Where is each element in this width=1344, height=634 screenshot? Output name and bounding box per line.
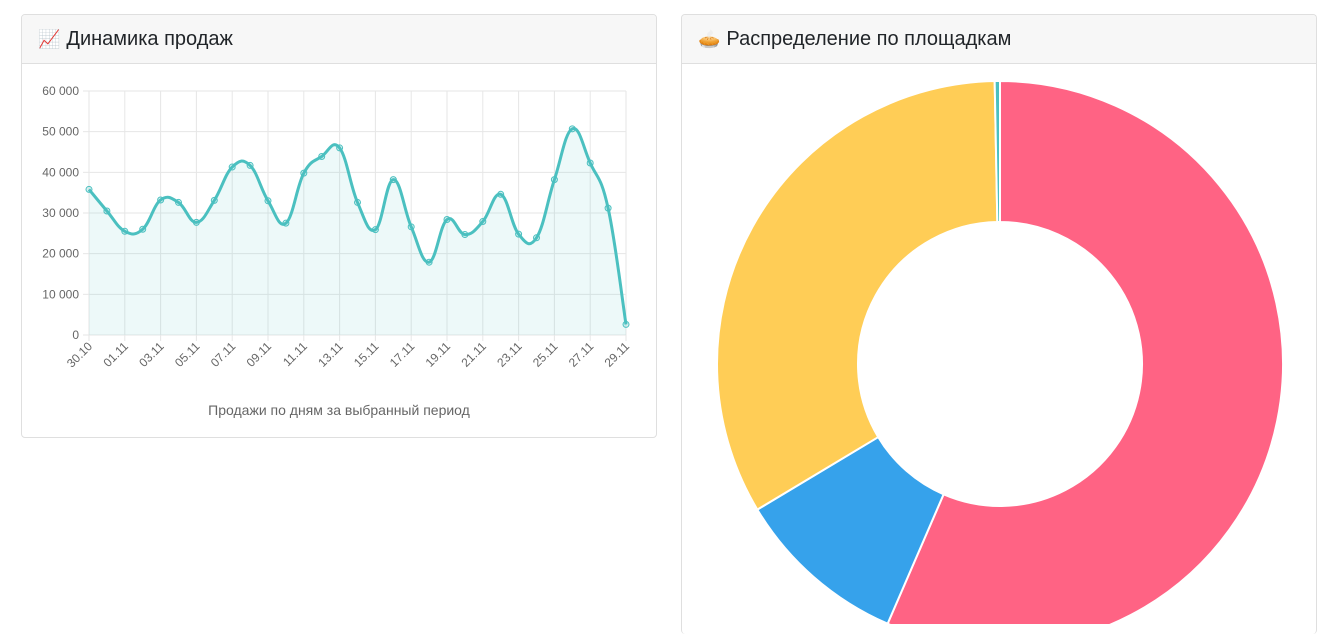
sales-data-point[interactable] [407, 223, 415, 231]
platforms-card-title: Распределение по площадкам [726, 27, 1012, 50]
x-tick-label: 01.11 [100, 339, 131, 370]
sales-data-point[interactable] [479, 218, 487, 226]
sales-line-chart[interactable]: 0 10 000 20 000 30 000 40 000 50 000 60 000 30.… [22, 64, 656, 394]
sales-data-point[interactable] [103, 207, 111, 215]
x-tick-label: 27.11 [566, 339, 597, 370]
x-tick-label: 15.11 [351, 339, 382, 370]
sales-card-title: Динамика продаж [66, 27, 233, 50]
y-tick-label: 50 000 [42, 125, 79, 139]
x-tick-label: 25.11 [530, 339, 561, 370]
y-tick-label: 10 000 [42, 287, 79, 301]
sales-data-point[interactable] [157, 196, 165, 204]
sales-data-point[interactable] [371, 226, 379, 234]
sales-data-point[interactable] [550, 176, 558, 184]
sales-data-point[interactable] [210, 196, 218, 204]
sales-data-point[interactable] [336, 144, 344, 152]
sales-data-point[interactable] [121, 227, 129, 235]
x-tick-label: 11.11 [280, 339, 310, 369]
x-tick-label: 29.11 [602, 339, 633, 370]
sales-data-point[interactable] [192, 218, 200, 226]
y-tick-label: 40 000 [42, 165, 79, 179]
sales-data-point[interactable] [622, 320, 630, 328]
sales-data-point[interactable] [533, 234, 540, 242]
sales-data-point[interactable] [318, 152, 326, 160]
sales-area-fill [89, 128, 626, 335]
chart-increasing-icon: 📈 [38, 28, 61, 49]
x-tick-label: 21.11 [458, 339, 489, 370]
y-tick-label: 20 000 [42, 247, 79, 261]
y-tick-label: 60 000 [42, 84, 79, 98]
sales-data-point[interactable] [604, 204, 612, 212]
sales-data-point[interactable] [264, 197, 272, 205]
sales-data-point[interactable] [461, 231, 469, 239]
sales-data-point[interactable] [586, 159, 594, 167]
donut-slice[interactable] [993, 79, 1001, 224]
sales-data-point[interactable] [228, 163, 236, 171]
sales-data-point[interactable] [300, 169, 308, 177]
donut-slice[interactable] [716, 80, 999, 511]
sales-data-point[interactable] [425, 258, 433, 266]
sales-data-point[interactable] [139, 225, 147, 233]
platform-distribution-card: 🥧 Распределение по площадкам [681, 14, 1317, 634]
x-tick-label: 03.11 [136, 339, 167, 370]
sales-dynamics-card: 📈 Динамика продаж 0 10 000 20 000 30 000 40 … [21, 14, 657, 438]
x-tick-label: 17.11 [387, 339, 418, 370]
sales-data-point[interactable] [175, 198, 182, 206]
x-tick-label: 09.11 [244, 339, 275, 370]
sales-chart-caption: Продажи по дням за выбранный период [208, 402, 470, 418]
x-tick-label: 07.11 [208, 339, 239, 370]
pie-icon: 🥧 [698, 28, 721, 49]
sales-data-point[interactable] [515, 230, 523, 238]
y-tick-label: 0 [72, 328, 79, 342]
x-tick-label: 19.11 [423, 339, 454, 370]
sales-data-point[interactable] [497, 190, 505, 198]
sales-card-header: 📈 Динамика продаж [22, 15, 656, 64]
sales-data-point[interactable] [354, 198, 361, 206]
sales-data-point[interactable] [246, 161, 254, 169]
sales-data-point[interactable] [282, 219, 290, 227]
x-tick-label: 05.11 [172, 339, 203, 370]
x-tick-label: 13.11 [315, 339, 346, 370]
x-tick-label: 30.10 [64, 339, 95, 370]
x-tick-label: 23.11 [494, 339, 525, 370]
platforms-card-header: 🥧 Распределение по площадкам [682, 15, 1316, 64]
platform-donut-chart[interactable] [682, 64, 1316, 624]
sales-data-point[interactable] [568, 125, 576, 133]
donut-slice[interactable] [886, 79, 1284, 624]
sales-data-point[interactable] [389, 176, 397, 184]
sales-data-point[interactable] [443, 216, 451, 224]
sales-data-point[interactable] [85, 185, 93, 193]
y-tick-label: 30 000 [42, 206, 79, 220]
